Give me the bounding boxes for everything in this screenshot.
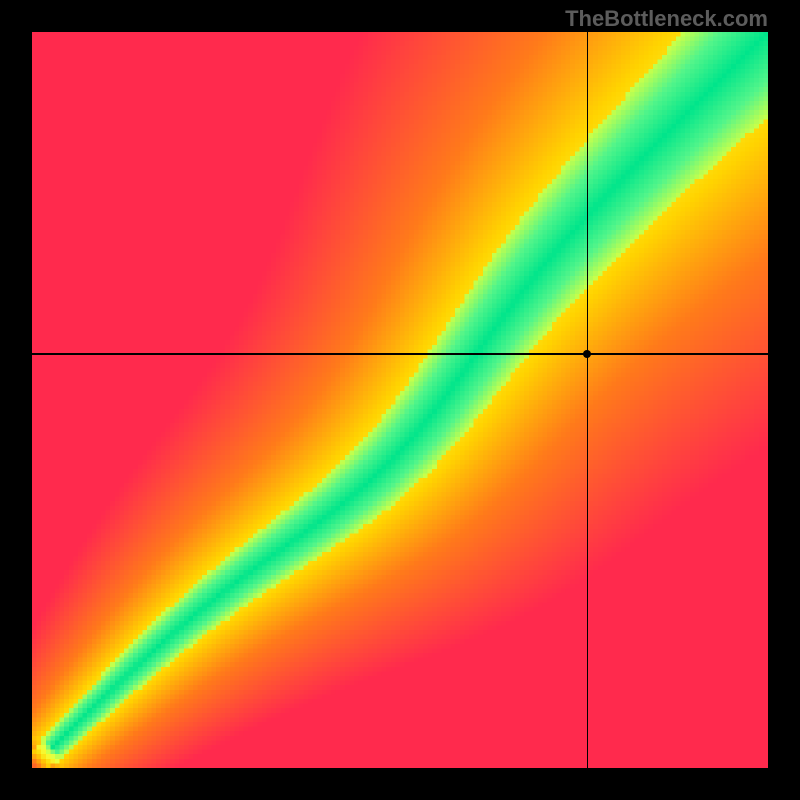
crosshair-vertical (587, 32, 589, 768)
chart-container: TheBottleneck.com (0, 0, 800, 800)
watermark-text: TheBottleneck.com (565, 6, 768, 32)
crosshair-horizontal (32, 353, 768, 355)
crosshair-marker-dot (583, 350, 591, 358)
bottleneck-heatmap (32, 32, 768, 768)
